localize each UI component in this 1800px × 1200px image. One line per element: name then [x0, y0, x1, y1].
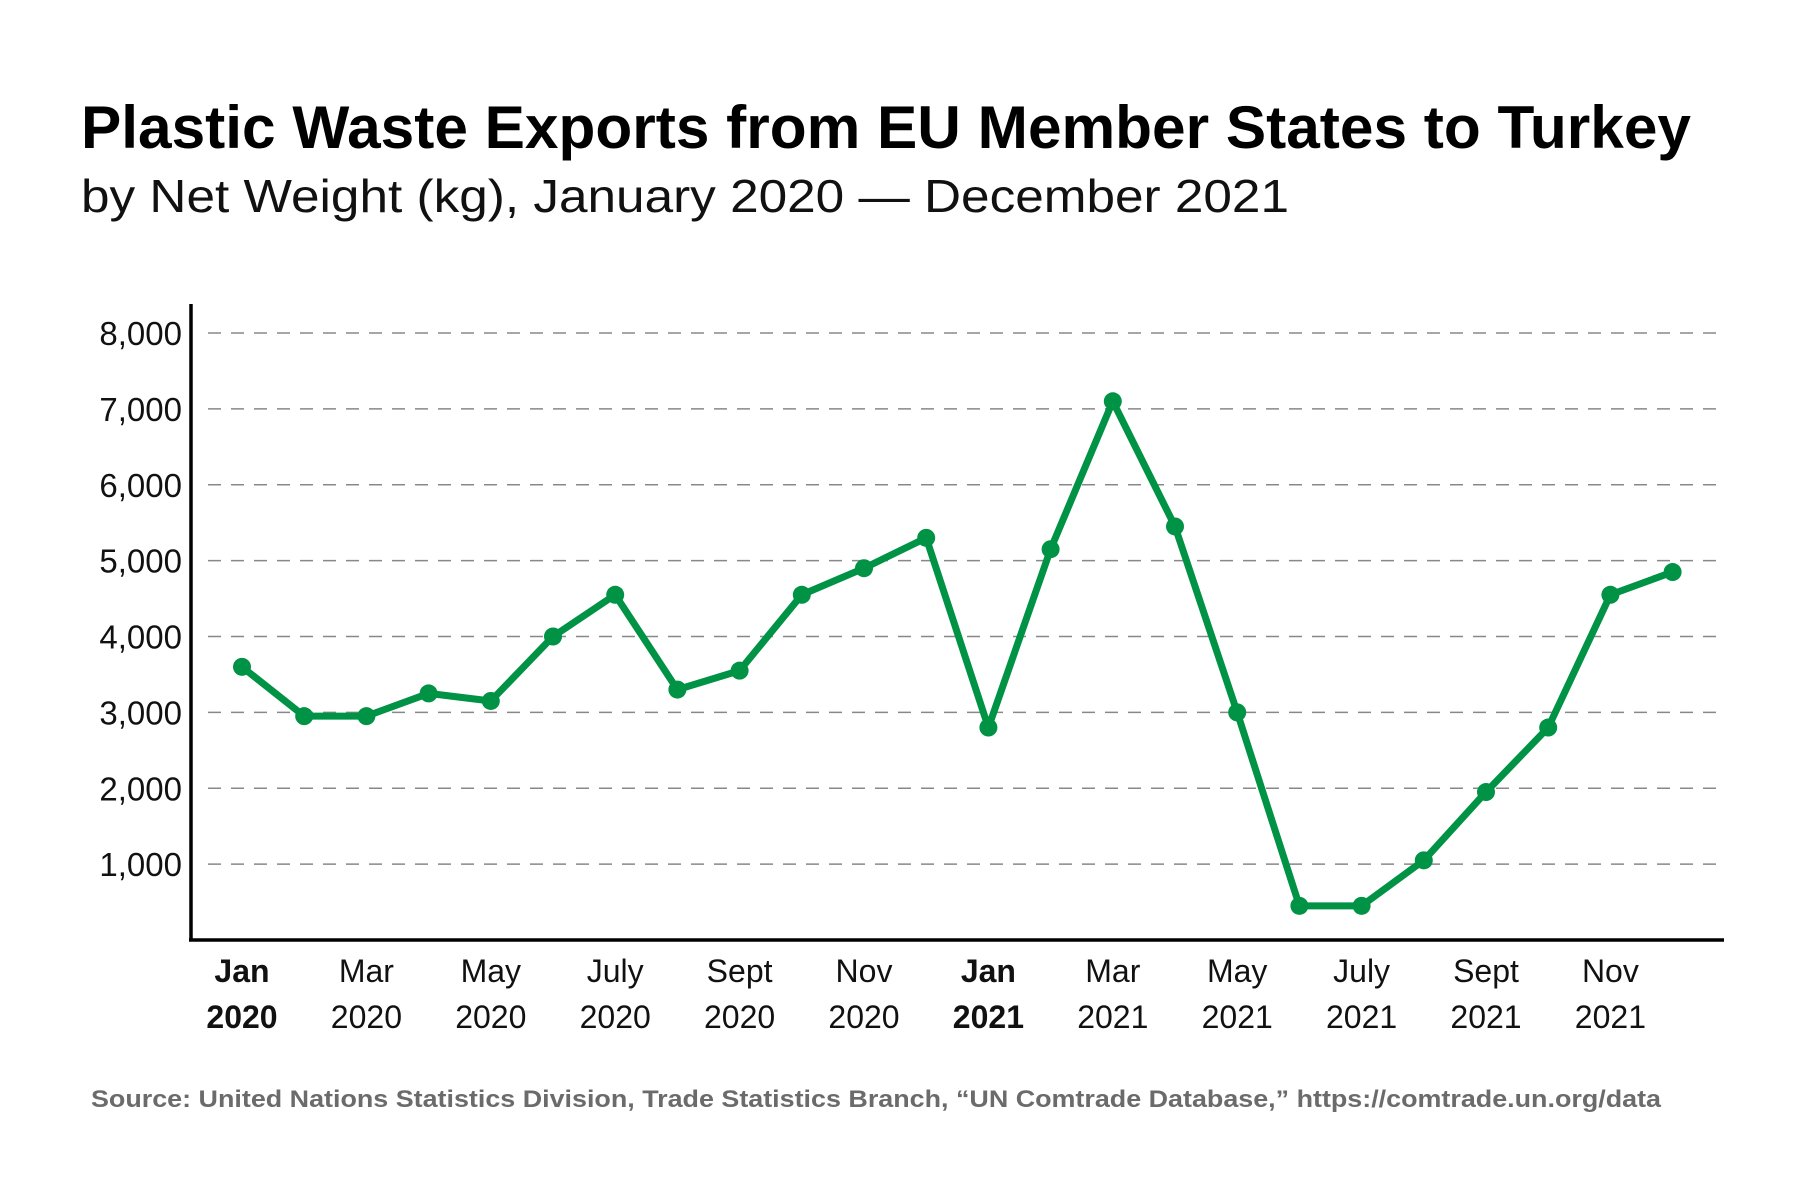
x-tick-month: May — [461, 953, 521, 989]
data-point-2021-11 — [1601, 585, 1620, 604]
x-tick-year: 2021 — [1077, 999, 1148, 1035]
series-path — [239, 397, 1674, 910]
data-point-2020-08 — [668, 680, 687, 699]
data-point-2020-05 — [481, 691, 500, 710]
data-point-2021-05 — [1228, 703, 1247, 722]
x-tick-year: 2020 — [704, 999, 775, 1035]
x-tick-year: 2021 — [953, 999, 1024, 1035]
x-tick-month: Mar — [1085, 953, 1140, 989]
data-point-2020-06 — [544, 627, 562, 646]
x-tick-year: 2020 — [206, 999, 277, 1035]
x-tick-month: July — [1333, 953, 1390, 989]
x-tick-month: Mar — [339, 953, 394, 989]
data-point-2021-10 — [1539, 718, 1558, 737]
x-tick-year: 2021 — [1202, 999, 1273, 1035]
data-point-2020-10 — [792, 585, 811, 604]
y-tick-label: 7,000 — [99, 391, 182, 428]
data-point-2020-09 — [730, 661, 749, 680]
y-tick-label: 8,000 — [99, 315, 182, 352]
data-point-2021-02 — [1041, 540, 1060, 559]
x-tick-month: Sept — [1453, 953, 1519, 989]
x-tick-month: Nov — [1582, 953, 1639, 989]
data-point-2020-02 — [295, 707, 314, 726]
x-axis-ticks: Jan 2020 Mar 2020 May 2020 July 2020 Sept 2020 Nov… — [206, 953, 1646, 1035]
chart-title: Plastic Waste Exports from EU Member Sta… — [81, 94, 1692, 161]
x-tick-year: 2020 — [580, 999, 651, 1035]
data-point-2020-12 — [917, 528, 936, 547]
x-tick-year: 2020 — [331, 999, 402, 1035]
x-tick-year: 2020 — [828, 999, 899, 1035]
data-point-2021-06 — [1290, 896, 1309, 915]
x-tick-year: 2021 — [1450, 999, 1521, 1035]
data-point-2020-07 — [606, 585, 625, 604]
y-tick-label: 2,000 — [99, 770, 182, 807]
x-tick-month: Nov — [836, 953, 893, 989]
y-tick-label: 4,000 — [99, 619, 182, 656]
data-point-2020-04 — [419, 684, 438, 703]
data-point-2021-01 — [979, 718, 998, 737]
data-point-2020-03 — [357, 707, 376, 726]
chart-subtitle: by Net Weight (kg), January 2020 — Decem… — [81, 170, 1289, 222]
series-line — [233, 392, 1682, 915]
x-tick-month: July — [587, 953, 644, 989]
data-point-2021-09 — [1477, 783, 1495, 802]
y-tick-label: 6,000 — [99, 467, 182, 504]
data-point-2021-08 — [1414, 851, 1433, 870]
x-tick-month: Jan — [961, 953, 1016, 989]
y-tick-label: 3,000 — [99, 694, 182, 731]
x-tick-month: Sept — [707, 953, 773, 989]
data-point-2021-12 — [1663, 563, 1682, 582]
data-point-2021-04 — [1166, 517, 1184, 536]
source-note: Source: United Nations Statistics Divisi… — [91, 1086, 1662, 1113]
x-tick-month: Jan — [214, 953, 269, 989]
x-tick-month: May — [1207, 953, 1267, 989]
data-point-2021-07 — [1352, 896, 1371, 915]
x-tick-year: 2021 — [1326, 999, 1397, 1035]
y-axis-ticks: 1,000 2,000 3,000 4,000 5,000 6,000 7,000 8,000 — [99, 315, 182, 883]
x-tick-year: 2020 — [455, 999, 526, 1035]
data-point-2021-03 — [1103, 392, 1122, 411]
data-point-2020-01 — [233, 657, 251, 676]
data-point-2020-11 — [855, 559, 873, 578]
x-tick-year: 2021 — [1575, 999, 1646, 1035]
y-tick-label: 1,000 — [99, 846, 182, 883]
y-tick-label: 5,000 — [99, 543, 182, 580]
